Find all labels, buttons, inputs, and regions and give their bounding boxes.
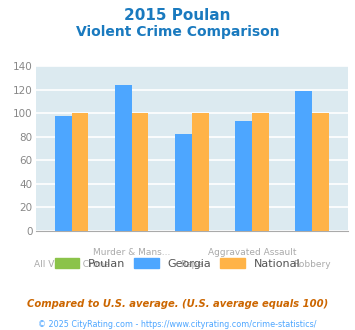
Text: Robbery: Robbery — [293, 260, 331, 269]
Bar — [312, 113, 329, 231]
Bar — [72, 113, 88, 231]
Bar — [192, 113, 208, 231]
Bar — [235, 121, 252, 231]
Text: Rape: Rape — [180, 260, 203, 269]
Bar — [252, 113, 269, 231]
Bar — [115, 85, 132, 231]
Text: Murder & Mans...: Murder & Mans... — [93, 248, 170, 257]
Bar — [55, 115, 72, 231]
Bar — [175, 134, 192, 231]
Text: Compared to U.S. average. (U.S. average equals 100): Compared to U.S. average. (U.S. average … — [27, 299, 328, 309]
Bar — [132, 113, 148, 231]
Text: Violent Crime Comparison: Violent Crime Comparison — [76, 25, 279, 39]
Text: Aggravated Assault: Aggravated Assault — [208, 248, 296, 257]
Legend: Poulan, Georgia, National: Poulan, Georgia, National — [50, 254, 305, 273]
Text: © 2025 CityRating.com - https://www.cityrating.com/crime-statistics/: © 2025 CityRating.com - https://www.city… — [38, 320, 317, 329]
Text: All Violent Crime: All Violent Crime — [34, 260, 109, 269]
Text: 2015 Poulan: 2015 Poulan — [124, 8, 231, 23]
Bar — [295, 91, 312, 231]
